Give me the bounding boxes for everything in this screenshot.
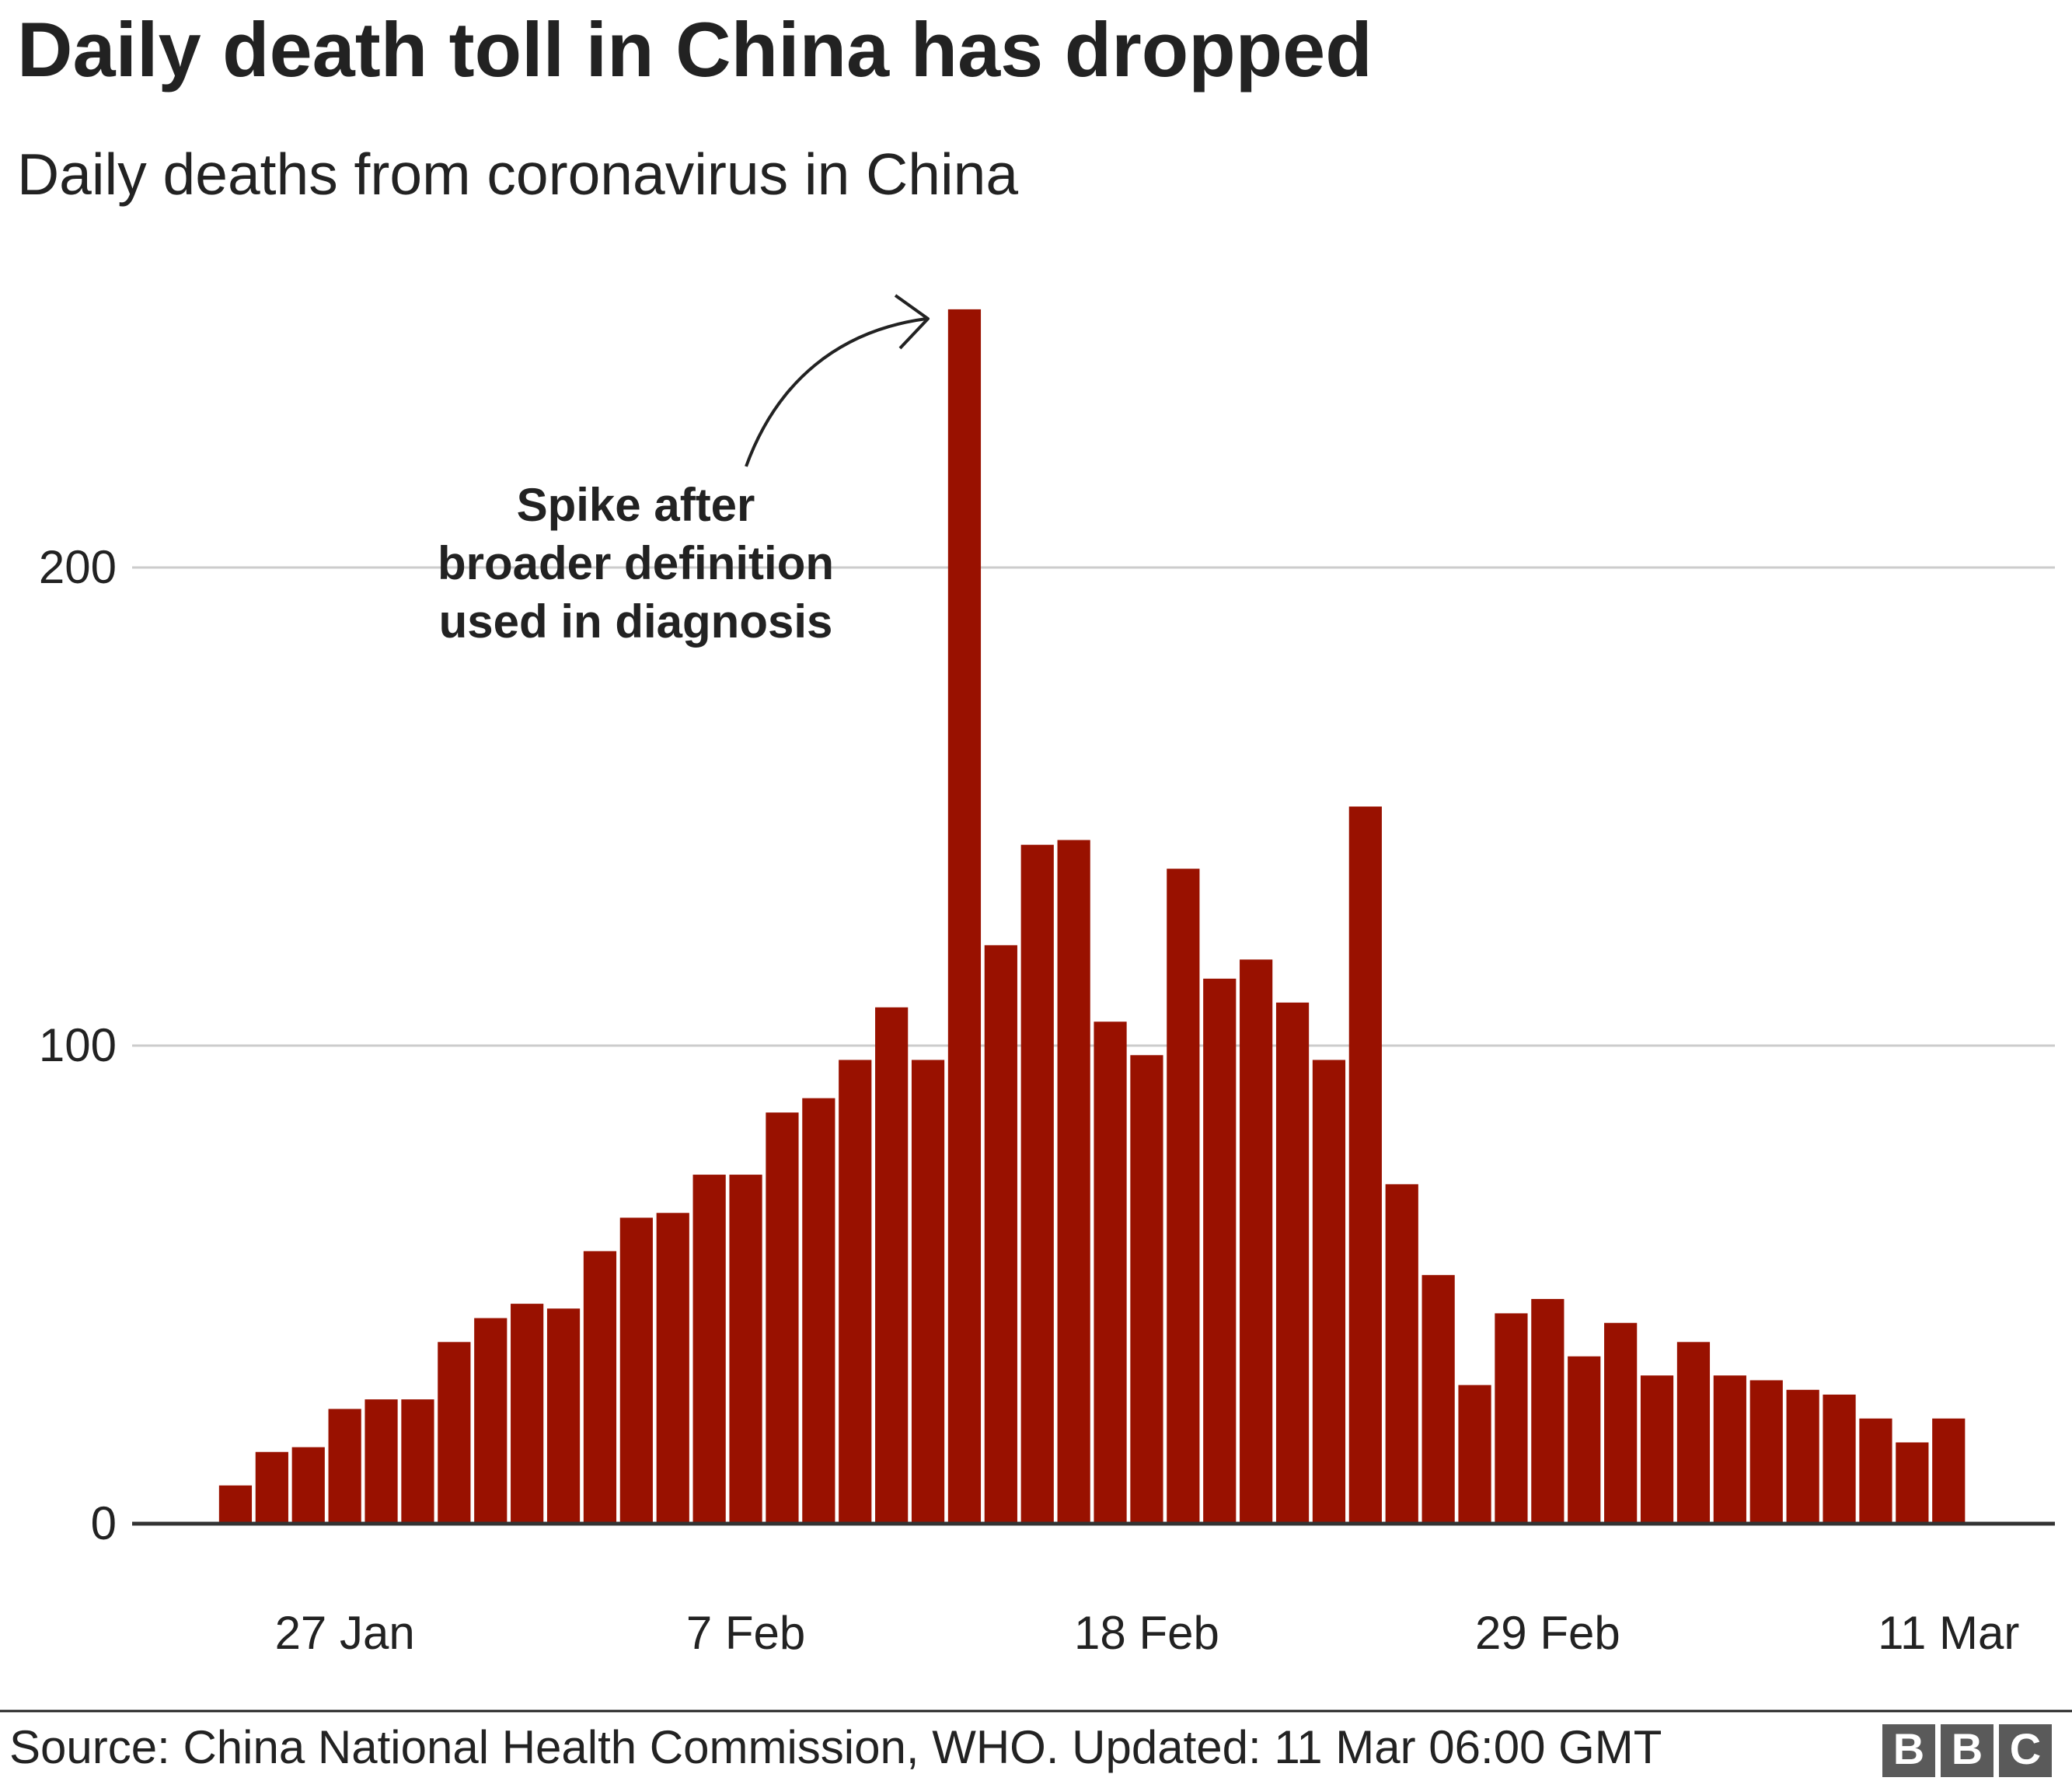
bar (474, 1318, 508, 1524)
bar (1130, 1055, 1163, 1524)
bar (1531, 1298, 1564, 1524)
bar (546, 1308, 581, 1524)
logo-letter: C (2010, 1724, 2041, 1773)
source: Source: China National Health Commission… (9, 1721, 1662, 1773)
bbc-logo: B B C (1882, 1724, 2052, 1777)
x-tick-label: 7 Feb (686, 1607, 805, 1659)
bar (583, 1251, 617, 1524)
annotation: broader definition (438, 537, 834, 589)
bar (1676, 1342, 1711, 1524)
bar (911, 1060, 945, 1524)
bar (729, 1175, 762, 1524)
logo-block (1941, 1724, 1994, 1777)
logo-block (1999, 1724, 2052, 1777)
bar (1859, 1418, 1892, 1524)
bar (802, 1098, 835, 1524)
bar (692, 1175, 726, 1524)
chart-title: Daily death toll in China has dropped (17, 6, 1373, 93)
chart-subtitle: Daily deaths from coronavirus in China (17, 141, 1018, 207)
bar (839, 1060, 872, 1524)
annotation-arrowhead (894, 294, 930, 350)
bar (218, 1485, 253, 1524)
bar (255, 1451, 288, 1524)
bar (875, 1007, 909, 1524)
bar (1312, 1060, 1346, 1524)
annotation: Spike after (517, 479, 755, 531)
bar (1786, 1389, 1819, 1524)
bar (1203, 978, 1237, 1524)
logo-letter: B (1893, 1724, 1924, 1773)
bar (1275, 1002, 1310, 1524)
logo-block (1882, 1724, 1935, 1777)
bar (1240, 959, 1273, 1524)
y-tick-label: 100 (39, 1019, 117, 1071)
bar (984, 945, 1017, 1524)
x-tick-label: 11 Mar (1878, 1607, 2019, 1659)
bar (1495, 1313, 1528, 1524)
x-tick-label: 27 Jan (275, 1607, 415, 1659)
bar (1057, 840, 1090, 1524)
bar (619, 1217, 653, 1524)
annotation: used in diagnosis (439, 595, 833, 648)
bar (1385, 1184, 1418, 1524)
bar (365, 1399, 398, 1524)
x-tick-label: 18 Feb (1074, 1607, 1219, 1659)
bar (1604, 1322, 1638, 1524)
bar (1020, 844, 1054, 1524)
bar (1896, 1442, 1929, 1524)
bar (1421, 1275, 1455, 1524)
y-tick-label: 200 (39, 541, 117, 593)
bar (1640, 1375, 1674, 1524)
bar (947, 309, 982, 1524)
logo-letter: B (1952, 1724, 1983, 1773)
bar (1932, 1418, 1966, 1524)
bar (438, 1342, 471, 1524)
bar (1094, 1021, 1127, 1524)
bar (511, 1304, 544, 1524)
bar (1823, 1394, 1856, 1524)
bar (1568, 1356, 1601, 1524)
bar (1713, 1375, 1746, 1524)
bar (1458, 1385, 1491, 1524)
y-tick-label: 0 (91, 1497, 117, 1549)
bar (656, 1213, 689, 1524)
bar (1348, 806, 1382, 1524)
bar (291, 1447, 325, 1524)
bar (401, 1399, 434, 1524)
bar (328, 1409, 361, 1524)
bar (1749, 1380, 1783, 1524)
x-tick-label: 29 Feb (1475, 1607, 1620, 1659)
bar (1167, 868, 1200, 1524)
bar (766, 1112, 799, 1524)
annotation-arrow (745, 317, 927, 467)
